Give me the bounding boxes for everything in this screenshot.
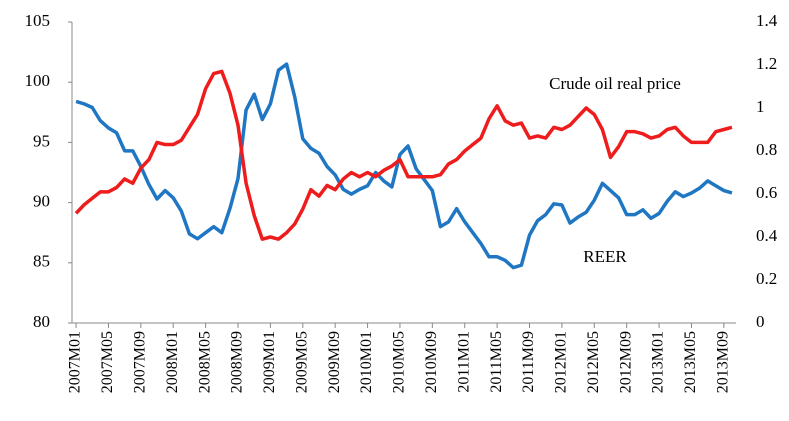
x-tick-label: 2010M09 bbox=[423, 331, 440, 393]
series-line bbox=[75, 62, 733, 270]
y-tick-label: 105 bbox=[25, 11, 51, 30]
x-tick-label: 2009M05 bbox=[293, 331, 310, 393]
x-tick-label: 2007M01 bbox=[67, 331, 84, 393]
x-tick-label: 2011M09 bbox=[520, 331, 537, 393]
y2-tick-label: 0 bbox=[756, 312, 765, 331]
series-line bbox=[74, 69, 733, 241]
y2-tick-label: 0.6 bbox=[756, 183, 777, 202]
series-annotation: REER bbox=[583, 247, 627, 266]
x-tick-label: 2008M01 bbox=[164, 331, 181, 393]
y2-tick-label: 1.2 bbox=[756, 54, 777, 73]
x-tick-label: 2008M05 bbox=[196, 331, 213, 393]
y2-tick-label: 1 bbox=[756, 97, 765, 116]
x-tick-label: 2012M01 bbox=[553, 331, 570, 393]
x-tick-label: 2009M01 bbox=[261, 331, 278, 393]
y2-tick-label: 0.2 bbox=[756, 269, 777, 288]
y-tick-label: 100 bbox=[25, 71, 51, 90]
series-annotation: Crude oil real price bbox=[549, 74, 681, 93]
x-tick-label: 2010M05 bbox=[391, 331, 408, 393]
x-tick-label: 2010M01 bbox=[358, 331, 375, 393]
x-tick-label: 2009M09 bbox=[326, 331, 343, 393]
x-tick-label: 2007M05 bbox=[99, 331, 116, 393]
x-tick-label: 2012M09 bbox=[617, 331, 634, 393]
x-tick-label: 2013M01 bbox=[650, 331, 667, 393]
y-tick-label: 95 bbox=[33, 131, 50, 150]
x-tick-label: 2013M05 bbox=[682, 331, 699, 393]
y2-tick-label: 1.4 bbox=[756, 11, 778, 30]
y2-tick-label: 0.4 bbox=[756, 226, 778, 245]
x-tick-label: 2008M09 bbox=[229, 331, 246, 393]
x-tick-label: 2012M05 bbox=[585, 331, 602, 393]
y-tick-label: 90 bbox=[33, 192, 50, 211]
x-tick-label: 2007M09 bbox=[132, 331, 149, 393]
y-tick-label: 85 bbox=[33, 252, 50, 271]
y-tick-label: 80 bbox=[33, 312, 50, 331]
x-tick-label: 2013M09 bbox=[715, 331, 732, 393]
x-tick-label: 2011M05 bbox=[488, 331, 505, 393]
x-tick-label: 2011M01 bbox=[455, 331, 472, 393]
y2-tick-label: 0.8 bbox=[756, 140, 777, 159]
